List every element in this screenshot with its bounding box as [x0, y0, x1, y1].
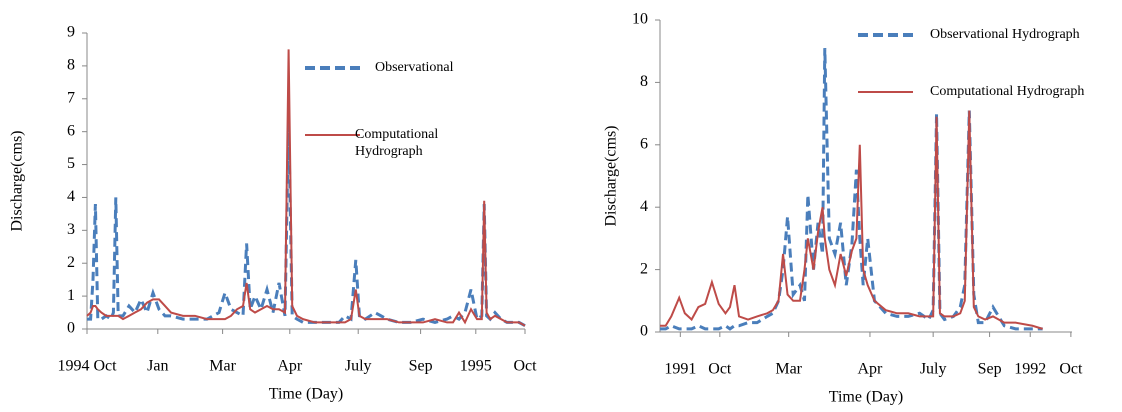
x-tick-label: Jan — [147, 358, 168, 375]
y-tick-label: 6 — [640, 135, 648, 152]
data-line — [87, 118, 526, 328]
x-tick-label: 1992 — [1014, 361, 1046, 378]
x-tick-label: 1995 — [460, 358, 492, 375]
y-tick-label: 6 — [67, 122, 75, 139]
x-tick-label: Sep — [409, 358, 433, 375]
y-tick-label: 3 — [67, 221, 75, 238]
x-tick-label: Oct — [513, 358, 537, 375]
y-tick-label: 1 — [67, 287, 75, 304]
legend-label: Observational — [375, 60, 454, 75]
x-axis-label: Time (Day) — [829, 389, 904, 406]
x-axis-label: Time (Day) — [269, 386, 344, 403]
x-tick-label: Sep — [978, 361, 1002, 378]
y-tick-label: 0 — [67, 320, 75, 337]
x-tick-label: Oct — [1059, 361, 1083, 378]
x-tick-label: 1994 Oct — [57, 358, 117, 375]
y-tick-label: 8 — [67, 57, 75, 74]
y-tick-label: 8 — [640, 73, 648, 90]
x-tick-label: July — [920, 361, 947, 378]
x-tick-label: 1991 — [664, 361, 696, 378]
x-tick-label: July — [345, 358, 372, 375]
y-tick-label: 2 — [640, 260, 648, 277]
x-tick-label: Apr — [277, 358, 303, 375]
legend-label: Observational Hydrograph — [930, 27, 1080, 42]
x-tick-label: Mar — [775, 361, 802, 378]
data-line — [660, 48, 1043, 331]
y-tick-label: 10 — [632, 11, 648, 28]
x-tick-label: Oct — [708, 361, 732, 378]
y-tick-label: 9 — [67, 24, 75, 41]
x-tick-label: Mar — [209, 358, 236, 375]
legend-label: Computational Hydrograph — [930, 84, 1085, 99]
y-tick-label: 4 — [640, 198, 648, 215]
y-tick-label: 2 — [67, 254, 75, 271]
y-tick-label: 5 — [67, 155, 75, 172]
y-axis-label: Discharge(cms) — [603, 126, 620, 227]
y-axis-label: Discharge(cms) — [9, 131, 26, 232]
data-line — [86, 49, 526, 327]
x-tick-label: Apr — [858, 361, 884, 378]
legend-label: Computational Hydrograph — [355, 127, 439, 159]
y-tick-label: 7 — [67, 89, 75, 106]
data-line — [660, 110, 1043, 330]
y-tick-label: 4 — [67, 188, 75, 205]
y-tick-label: 0 — [640, 323, 648, 340]
